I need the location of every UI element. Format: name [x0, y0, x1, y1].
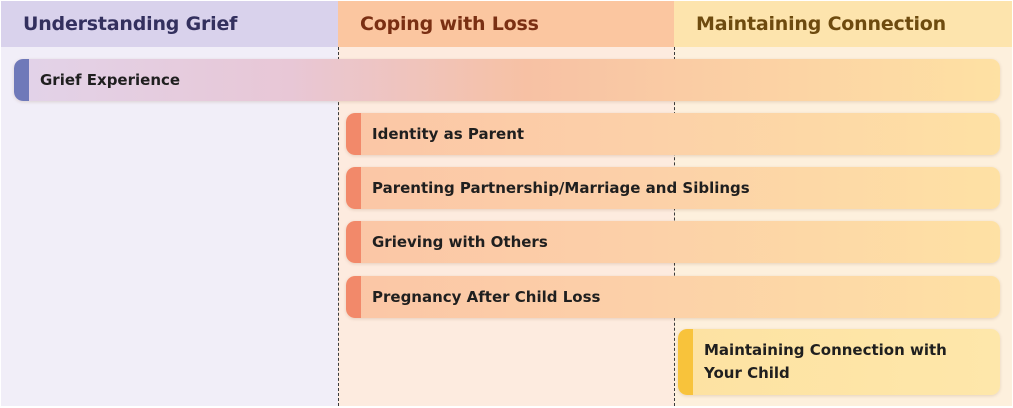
topic-bar-partnership[interactable]: Parenting Partnership/Marriage and Sibli… [346, 167, 1000, 209]
bar-accent-tab [678, 329, 693, 395]
bar-accent-tab [346, 113, 361, 155]
topic-bar-label: Maintaining Connection with Your Child [704, 341, 947, 382]
topic-bar-label: Grief Experience [40, 70, 181, 89]
topic-bar-pregnancy-after-loss[interactable]: Pregnancy After Child Loss [346, 276, 1000, 318]
topic-bar-label: Identity as Parent [372, 124, 525, 143]
topic-bar-label: Pregnancy After Child Loss [372, 287, 601, 306]
topic-bar-label: Grieving with Others [372, 232, 548, 251]
topic-bar-maintaining-connection[interactable]: Maintaining Connection with Your Child [678, 329, 1000, 395]
column-header-understanding-grief: Understanding Grief [1, 1, 338, 47]
topic-bar-identity-as-parent[interactable]: Identity as Parent [346, 113, 1000, 155]
column-header-maintaining-connection: Maintaining Connection [674, 1, 1012, 47]
bar-accent-tab [14, 59, 29, 101]
topic-bar-grieving-with-others[interactable]: Grieving with Others [346, 221, 1000, 263]
topic-bar-grief-experience[interactable]: Grief Experience [14, 59, 1000, 101]
bar-accent-tab [346, 276, 361, 318]
topic-bar-label: Parenting Partnership/Marriage and Sibli… [372, 178, 750, 197]
column-header-coping-with-loss: Coping with Loss [338, 1, 674, 47]
bar-accent-tab [346, 221, 361, 263]
column-divider [338, 47, 339, 406]
bar-accent-tab [346, 167, 361, 209]
